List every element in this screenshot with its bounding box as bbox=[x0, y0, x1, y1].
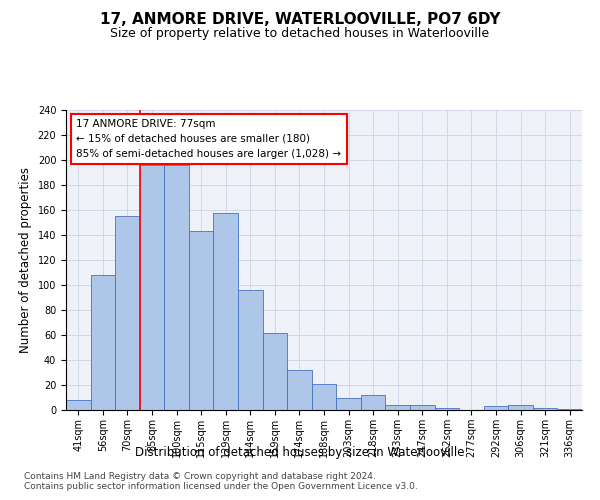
Bar bbox=[410, 405, 434, 410]
Bar bbox=[508, 405, 533, 410]
Bar bbox=[312, 384, 336, 410]
Bar bbox=[484, 406, 508, 410]
Text: Size of property relative to detached houses in Waterlooville: Size of property relative to detached ho… bbox=[110, 28, 490, 40]
Bar bbox=[385, 405, 410, 410]
Bar bbox=[140, 165, 164, 410]
Bar bbox=[287, 370, 312, 410]
Bar bbox=[557, 409, 582, 410]
Bar bbox=[263, 332, 287, 410]
Y-axis label: Number of detached properties: Number of detached properties bbox=[19, 167, 32, 353]
Text: Distribution of detached houses by size in Waterlooville: Distribution of detached houses by size … bbox=[135, 446, 465, 459]
Text: 17, ANMORE DRIVE, WATERLOOVILLE, PO7 6DY: 17, ANMORE DRIVE, WATERLOOVILLE, PO7 6DY bbox=[100, 12, 500, 28]
Text: 17 ANMORE DRIVE: 77sqm
← 15% of detached houses are smaller (180)
85% of semi-de: 17 ANMORE DRIVE: 77sqm ← 15% of detached… bbox=[76, 119, 341, 158]
Bar bbox=[115, 216, 140, 410]
Bar bbox=[361, 395, 385, 410]
Bar bbox=[91, 275, 115, 410]
Bar bbox=[66, 400, 91, 410]
Bar bbox=[434, 408, 459, 410]
Bar bbox=[533, 408, 557, 410]
Bar bbox=[336, 398, 361, 410]
Text: Contains public sector information licensed under the Open Government Licence v3: Contains public sector information licen… bbox=[24, 482, 418, 491]
Bar bbox=[214, 212, 238, 410]
Text: Contains HM Land Registry data © Crown copyright and database right 2024.: Contains HM Land Registry data © Crown c… bbox=[24, 472, 376, 481]
Bar bbox=[238, 290, 263, 410]
Bar bbox=[189, 231, 214, 410]
Bar bbox=[164, 165, 189, 410]
